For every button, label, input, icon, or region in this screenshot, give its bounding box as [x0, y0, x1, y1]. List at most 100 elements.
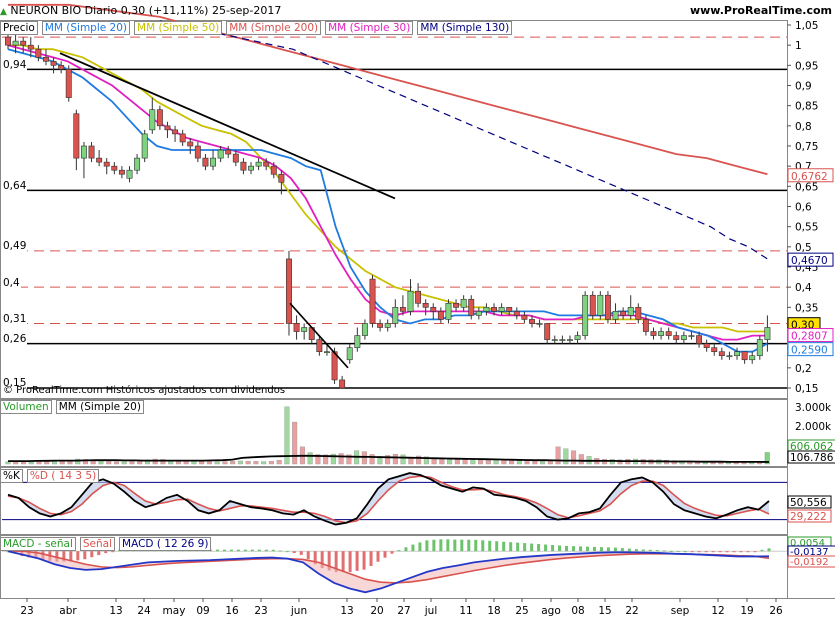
downtrend-line	[59, 52, 396, 200]
price-tag	[787, 168, 834, 183]
x-tick-label: abr	[59, 605, 77, 617]
volume-legend-ma: MM (Simple 20)	[55, 400, 144, 414]
macd-hist-bar	[215, 549, 219, 552]
candle	[361, 323, 368, 336]
candle	[673, 335, 680, 340]
volume-bar	[369, 454, 375, 465]
candle	[756, 339, 763, 357]
candle	[529, 319, 535, 324]
macd-hist-bar	[285, 551, 289, 553]
candle	[711, 347, 718, 352]
volume-bar	[385, 455, 391, 465]
macd-hist-bar	[683, 551, 687, 553]
macd-hist-bar	[467, 539, 471, 552]
price-tick-label: 0,85	[795, 101, 818, 113]
macd-hist-bar	[362, 551, 366, 570]
candlestick-series	[5, 29, 771, 389]
volume-bar	[478, 459, 484, 465]
volume-bar	[462, 459, 468, 465]
price-tag-label: 0,4670	[791, 255, 828, 267]
macd-hist-bar	[732, 551, 736, 553]
volume-bar	[439, 459, 445, 465]
macd-hist-bar	[599, 547, 603, 552]
macd-hist-bar	[620, 548, 624, 552]
macd-hist-bar	[523, 543, 527, 552]
candle	[103, 161, 110, 167]
candle	[491, 307, 497, 312]
volume-bar	[245, 460, 251, 465]
stochastic-series	[2, 472, 787, 526]
trendlines	[59, 52, 396, 369]
legend-title: Precio	[0, 21, 38, 35]
candle	[210, 157, 216, 167]
macd-hist-bar	[648, 549, 652, 552]
volume-bar	[764, 452, 770, 465]
macd-tag-label: -0,0192	[790, 557, 829, 568]
candle	[339, 379, 346, 389]
price-change: 0,30 (+11,11%)	[120, 4, 209, 17]
macd-hist-bar	[551, 544, 555, 552]
macd-hist-bar	[613, 547, 617, 552]
header-date: 25-sep-2017	[211, 4, 282, 17]
candle	[323, 351, 330, 354]
macd-hist-bar	[390, 551, 394, 554]
macd-hist-bar	[453, 539, 457, 552]
macd-hist-bar	[271, 549, 275, 552]
candle	[734, 351, 740, 357]
macd-hist-bar	[355, 551, 359, 571]
macd-hist-bar	[404, 547, 408, 552]
legend-ma200: MM (Simple 200)	[226, 21, 322, 35]
candle	[377, 323, 384, 328]
x-tick-label: 19	[740, 605, 753, 617]
volume-bar	[268, 461, 274, 465]
macd-hist-bar	[655, 550, 659, 552]
volume-bar	[578, 454, 584, 465]
candle	[286, 258, 292, 324]
candle	[680, 335, 687, 340]
price-legend: Precio MM (Simple 20) MM (Simple 50) MM …	[0, 21, 513, 35]
x-tick-label: jul	[424, 605, 438, 617]
candle	[248, 165, 254, 171]
volume-bar	[113, 461, 119, 465]
volume-bar	[524, 460, 530, 465]
level-label: 0,26	[2, 333, 28, 345]
volume-tick-label: 3.000k	[795, 402, 832, 414]
macd-hist-bar	[376, 551, 380, 562]
candle	[141, 133, 148, 159]
volume-bar	[98, 460, 104, 465]
price-tick-label: 0,4	[795, 282, 812, 294]
volume-bar	[152, 458, 158, 465]
volume-tag	[787, 450, 835, 464]
candle	[658, 331, 665, 336]
candle	[73, 113, 80, 159]
macd-hist-bar	[767, 548, 771, 552]
macd-hist-bar	[278, 550, 282, 552]
volume-bar	[330, 453, 336, 465]
volume-bar	[485, 459, 491, 465]
macd-hist-bar	[558, 545, 562, 552]
macd-hist-bar	[425, 540, 429, 552]
price-tick-label: 1,05	[795, 20, 818, 32]
macd-hist-bar	[264, 549, 268, 552]
macd-hist-bar	[565, 545, 569, 552]
macd-hist-bar	[460, 539, 464, 552]
volume-bar	[106, 461, 112, 465]
chart-header: ▲ NEURON BIO Diario 0,30 (+11,11%) 25-se…	[0, 4, 281, 17]
x-tick-label: 23	[254, 605, 267, 617]
candle	[635, 307, 642, 320]
chart-axes: 1,0510,950,90,850,80,750,70,650,60,550,5…	[20, 20, 835, 617]
volume-bar	[408, 458, 414, 465]
price-tick-label: 0,95	[795, 60, 818, 72]
volume-bar	[571, 450, 577, 465]
stoch-d-line	[7, 475, 770, 524]
x-tick-label: 08	[571, 605, 584, 617]
legend-ma30: MM (Simple 30)	[325, 21, 414, 35]
chart-panels	[0, 20, 835, 599]
volume-bar	[470, 459, 476, 465]
candle	[232, 153, 239, 163]
stoch-tag-label: 29,222	[790, 511, 827, 523]
price-tag	[787, 328, 834, 343]
candle	[126, 169, 133, 179]
macd-signal-line	[8, 550, 770, 584]
volume-bar	[5, 461, 11, 465]
